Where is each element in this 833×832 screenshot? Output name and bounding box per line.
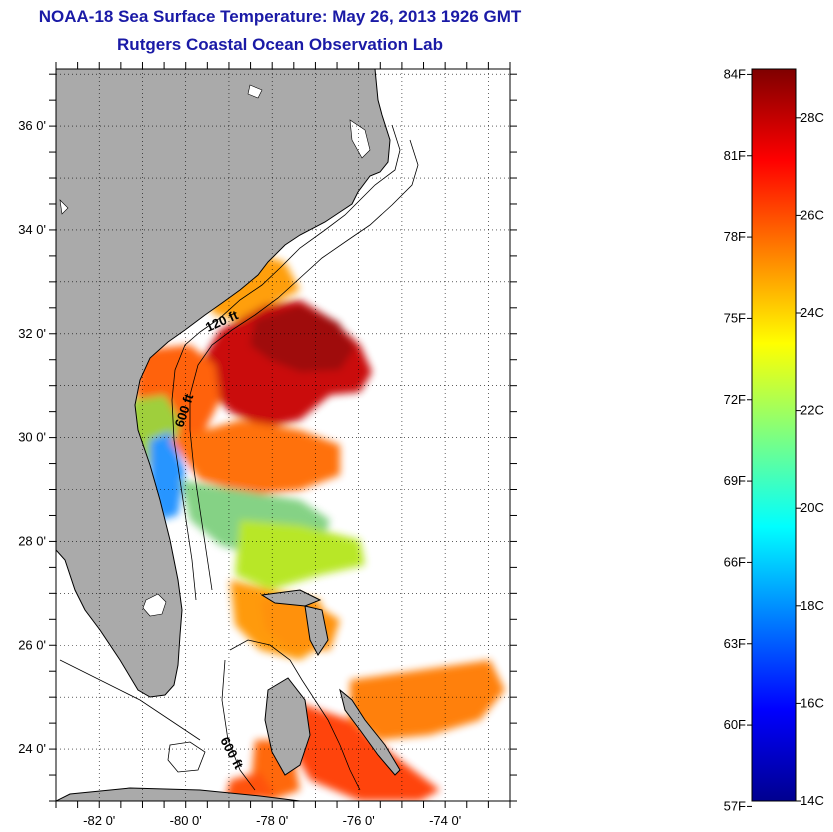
sst-patch-cape-canaveral	[235, 520, 365, 590]
sst-patch-gulfstream-core	[250, 305, 355, 372]
colorbar-label-c: 28C	[800, 110, 824, 125]
contour-cay-sal	[167, 741, 206, 773]
land-grand-bahama	[260, 589, 322, 607]
map-frame	[55, 68, 511, 802]
land	[56, 69, 401, 801]
colorbar-label-f: 69F	[724, 473, 746, 488]
colorbar-label-f: 63F	[724, 636, 746, 651]
land-andros	[264, 677, 311, 776]
lake-small-1	[247, 84, 263, 99]
colorbar-label-f: 57F	[724, 798, 746, 813]
lat-tick-label: 24 0'	[18, 741, 46, 756]
contour-bahama-bank-west	[221, 659, 256, 791]
land-cuba	[56, 787, 301, 801]
land-mainland	[56, 69, 391, 698]
contour-florida-bay	[59, 659, 201, 741]
lat-tick-label: 32 0'	[18, 326, 46, 341]
lon-tick-label: -76 0'	[343, 813, 375, 828]
lat-tick-label: 30 0'	[18, 430, 46, 445]
colorbar-label-f: 75F	[724, 310, 746, 325]
lon-tick-label: -74 0'	[429, 813, 461, 828]
colorbar-label-c: 26C	[800, 207, 824, 222]
sst-patch-bahamas-east	[350, 660, 505, 740]
colorbar-label-f: 66F	[724, 554, 746, 569]
map-axes: -82 0' -80 0' -78 0' -76 0' -74 0' 24 0' 26 0'…	[18, 62, 517, 828]
land-abaco	[304, 605, 329, 656]
lat-tick-label: 26 0'	[18, 637, 46, 652]
colorbar-label-c: 16C	[800, 695, 824, 710]
lake-nc-sound	[349, 119, 371, 159]
colorbar-label-c: 20C	[800, 500, 824, 515]
lon-tick-label: -82 0'	[83, 813, 115, 828]
colorbar-label-f: 84F	[724, 66, 746, 81]
contour-bahama-bank	[229, 639, 361, 791]
contour-600ft	[189, 139, 419, 591]
colorbar-label-c: 14C	[800, 793, 824, 808]
colorbar-label-f: 78F	[724, 229, 746, 244]
colorbar-label-c: 24C	[800, 305, 824, 320]
bathymetry-contours	[59, 124, 419, 791]
lat-tick-label: 28 0'	[18, 533, 46, 548]
lake-okeechobee	[142, 593, 167, 617]
colorbar-labels: 84F 81F 78F 75F 72F 69F 66F 63F 60F 57F 28C 26C 24C 2…	[724, 66, 824, 813]
map-title: NOAA-18 Sea Surface Temperature: May 26,…	[38, 7, 522, 26]
lat-tick-label: 36 0'	[18, 118, 46, 133]
sst-patch-central-warm	[170, 420, 340, 495]
map-subtitle: Rutgers Coastal Ocean Observation Lab	[117, 35, 443, 54]
colorbar-label-c: 18C	[800, 598, 824, 613]
colorbar-label-f: 81F	[724, 148, 746, 163]
sst-patch-south-warm	[290, 700, 440, 801]
lake-small-2	[59, 199, 69, 215]
lon-tick-label: -78 0'	[256, 813, 288, 828]
lakes	[59, 84, 371, 617]
colorbar	[751, 68, 797, 802]
sst-field	[130, 255, 505, 801]
colorbar-label-f: 72F	[724, 392, 746, 407]
contour-120ft	[171, 124, 401, 601]
lat-tick-label: 34 0'	[18, 222, 46, 237]
colorbar-label-c: 22C	[800, 403, 824, 418]
lon-tick-label: -80 0'	[170, 813, 202, 828]
colorbar-label-f: 60F	[724, 717, 746, 732]
